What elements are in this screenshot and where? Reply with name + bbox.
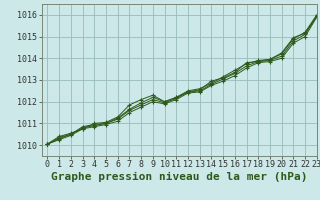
X-axis label: Graphe pression niveau de la mer (hPa): Graphe pression niveau de la mer (hPa)	[51, 172, 308, 182]
